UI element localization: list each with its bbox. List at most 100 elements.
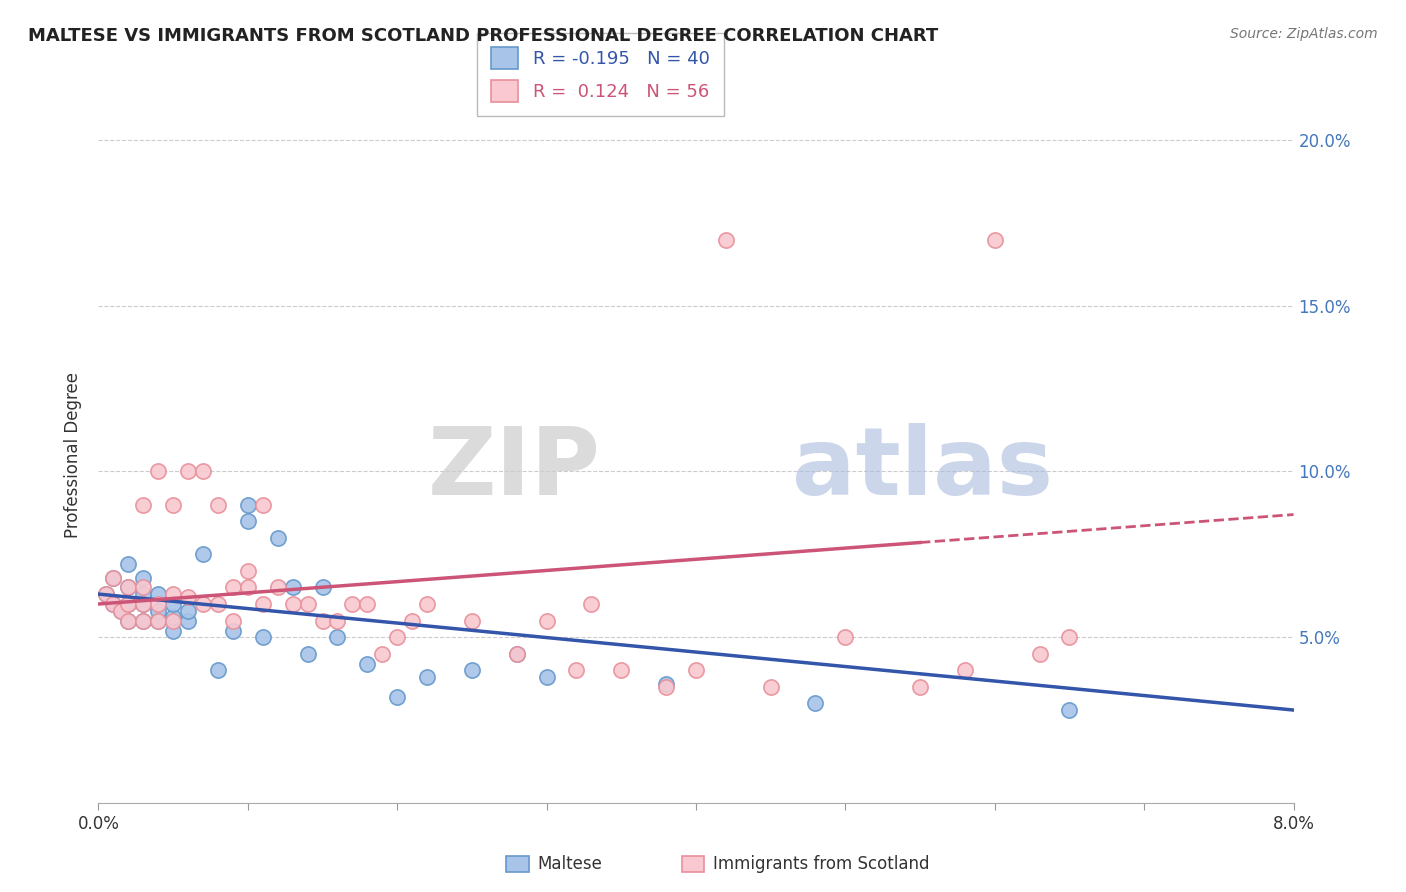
- Point: [132, 597, 155, 611]
- Point: [94, 587, 117, 601]
- Point: [236, 564, 259, 578]
- Point: [117, 614, 139, 628]
- Point: [132, 614, 155, 628]
- Point: [655, 676, 678, 690]
- Point: [148, 604, 170, 618]
- Point: [714, 233, 737, 247]
- Y-axis label: Professional Degree: Professional Degree: [65, 372, 83, 538]
- Point: [236, 581, 259, 595]
- Point: [804, 697, 827, 711]
- Point: [162, 614, 184, 628]
- Point: [162, 587, 184, 601]
- Point: [655, 680, 678, 694]
- Point: [834, 630, 856, 644]
- Point: [1059, 630, 1081, 644]
- Point: [371, 647, 394, 661]
- Point: [236, 498, 259, 512]
- Point: [1028, 647, 1050, 661]
- Point: [385, 630, 409, 644]
- Point: [222, 614, 245, 628]
- Text: atlas: atlas: [792, 423, 1053, 515]
- Point: [103, 570, 125, 584]
- Point: [177, 465, 200, 479]
- Legend: R = -0.195   N = 40, R =  0.124   N = 56: R = -0.195 N = 40, R = 0.124 N = 56: [477, 33, 724, 116]
- Point: [252, 630, 274, 644]
- Text: Maltese: Maltese: [537, 855, 602, 873]
- Point: [110, 604, 132, 618]
- Point: [191, 547, 214, 561]
- Point: [416, 597, 439, 611]
- Point: [297, 597, 319, 611]
- Point: [416, 670, 439, 684]
- Text: Immigrants from Scotland: Immigrants from Scotland: [713, 855, 929, 873]
- Point: [356, 657, 378, 671]
- Point: [148, 587, 170, 601]
- Point: [132, 570, 155, 584]
- Point: [1059, 703, 1081, 717]
- Point: [132, 597, 155, 611]
- Text: Source: ZipAtlas.com: Source: ZipAtlas.com: [1230, 27, 1378, 41]
- Point: [191, 465, 214, 479]
- Point: [222, 581, 245, 595]
- Point: [132, 581, 155, 595]
- Point: [236, 514, 259, 528]
- Point: [117, 581, 139, 595]
- Point: [177, 614, 200, 628]
- Point: [252, 498, 274, 512]
- Point: [117, 614, 139, 628]
- Point: [759, 680, 782, 694]
- Point: [148, 465, 170, 479]
- Point: [117, 597, 139, 611]
- Point: [177, 604, 200, 618]
- Point: [103, 597, 125, 611]
- Point: [908, 680, 931, 694]
- Point: [117, 581, 139, 595]
- Point: [685, 663, 707, 677]
- Point: [401, 614, 423, 628]
- Point: [984, 233, 1007, 247]
- Point: [297, 647, 319, 661]
- Point: [162, 610, 184, 624]
- Point: [342, 597, 364, 611]
- Point: [132, 498, 155, 512]
- Point: [506, 647, 529, 661]
- Text: MALTESE VS IMMIGRANTS FROM SCOTLAND PROFESSIONAL DEGREE CORRELATION CHART: MALTESE VS IMMIGRANTS FROM SCOTLAND PROF…: [28, 27, 938, 45]
- Point: [94, 587, 117, 601]
- Point: [536, 614, 558, 628]
- Point: [565, 663, 588, 677]
- Point: [610, 663, 633, 677]
- Point: [222, 624, 245, 638]
- Point: [132, 614, 155, 628]
- Point: [461, 663, 484, 677]
- Point: [281, 597, 304, 611]
- Point: [326, 614, 349, 628]
- Point: [207, 663, 229, 677]
- Point: [207, 597, 229, 611]
- Point: [252, 597, 274, 611]
- Point: [356, 597, 378, 611]
- Point: [191, 597, 214, 611]
- Text: ZIP: ZIP: [427, 423, 600, 515]
- Point: [103, 570, 125, 584]
- Point: [162, 597, 184, 611]
- Point: [148, 597, 170, 611]
- Point: [117, 597, 139, 611]
- Point: [281, 581, 304, 595]
- Point: [162, 624, 184, 638]
- Point: [267, 581, 290, 595]
- Point: [385, 690, 409, 704]
- Point: [177, 591, 200, 605]
- Point: [148, 614, 170, 628]
- Point: [207, 498, 229, 512]
- Point: [148, 614, 170, 628]
- Point: [110, 604, 132, 618]
- Point: [162, 498, 184, 512]
- Point: [103, 597, 125, 611]
- Point: [267, 531, 290, 545]
- Point: [461, 614, 484, 628]
- Point: [132, 587, 155, 601]
- Point: [326, 630, 349, 644]
- Point: [117, 558, 139, 572]
- Point: [536, 670, 558, 684]
- Point: [311, 614, 333, 628]
